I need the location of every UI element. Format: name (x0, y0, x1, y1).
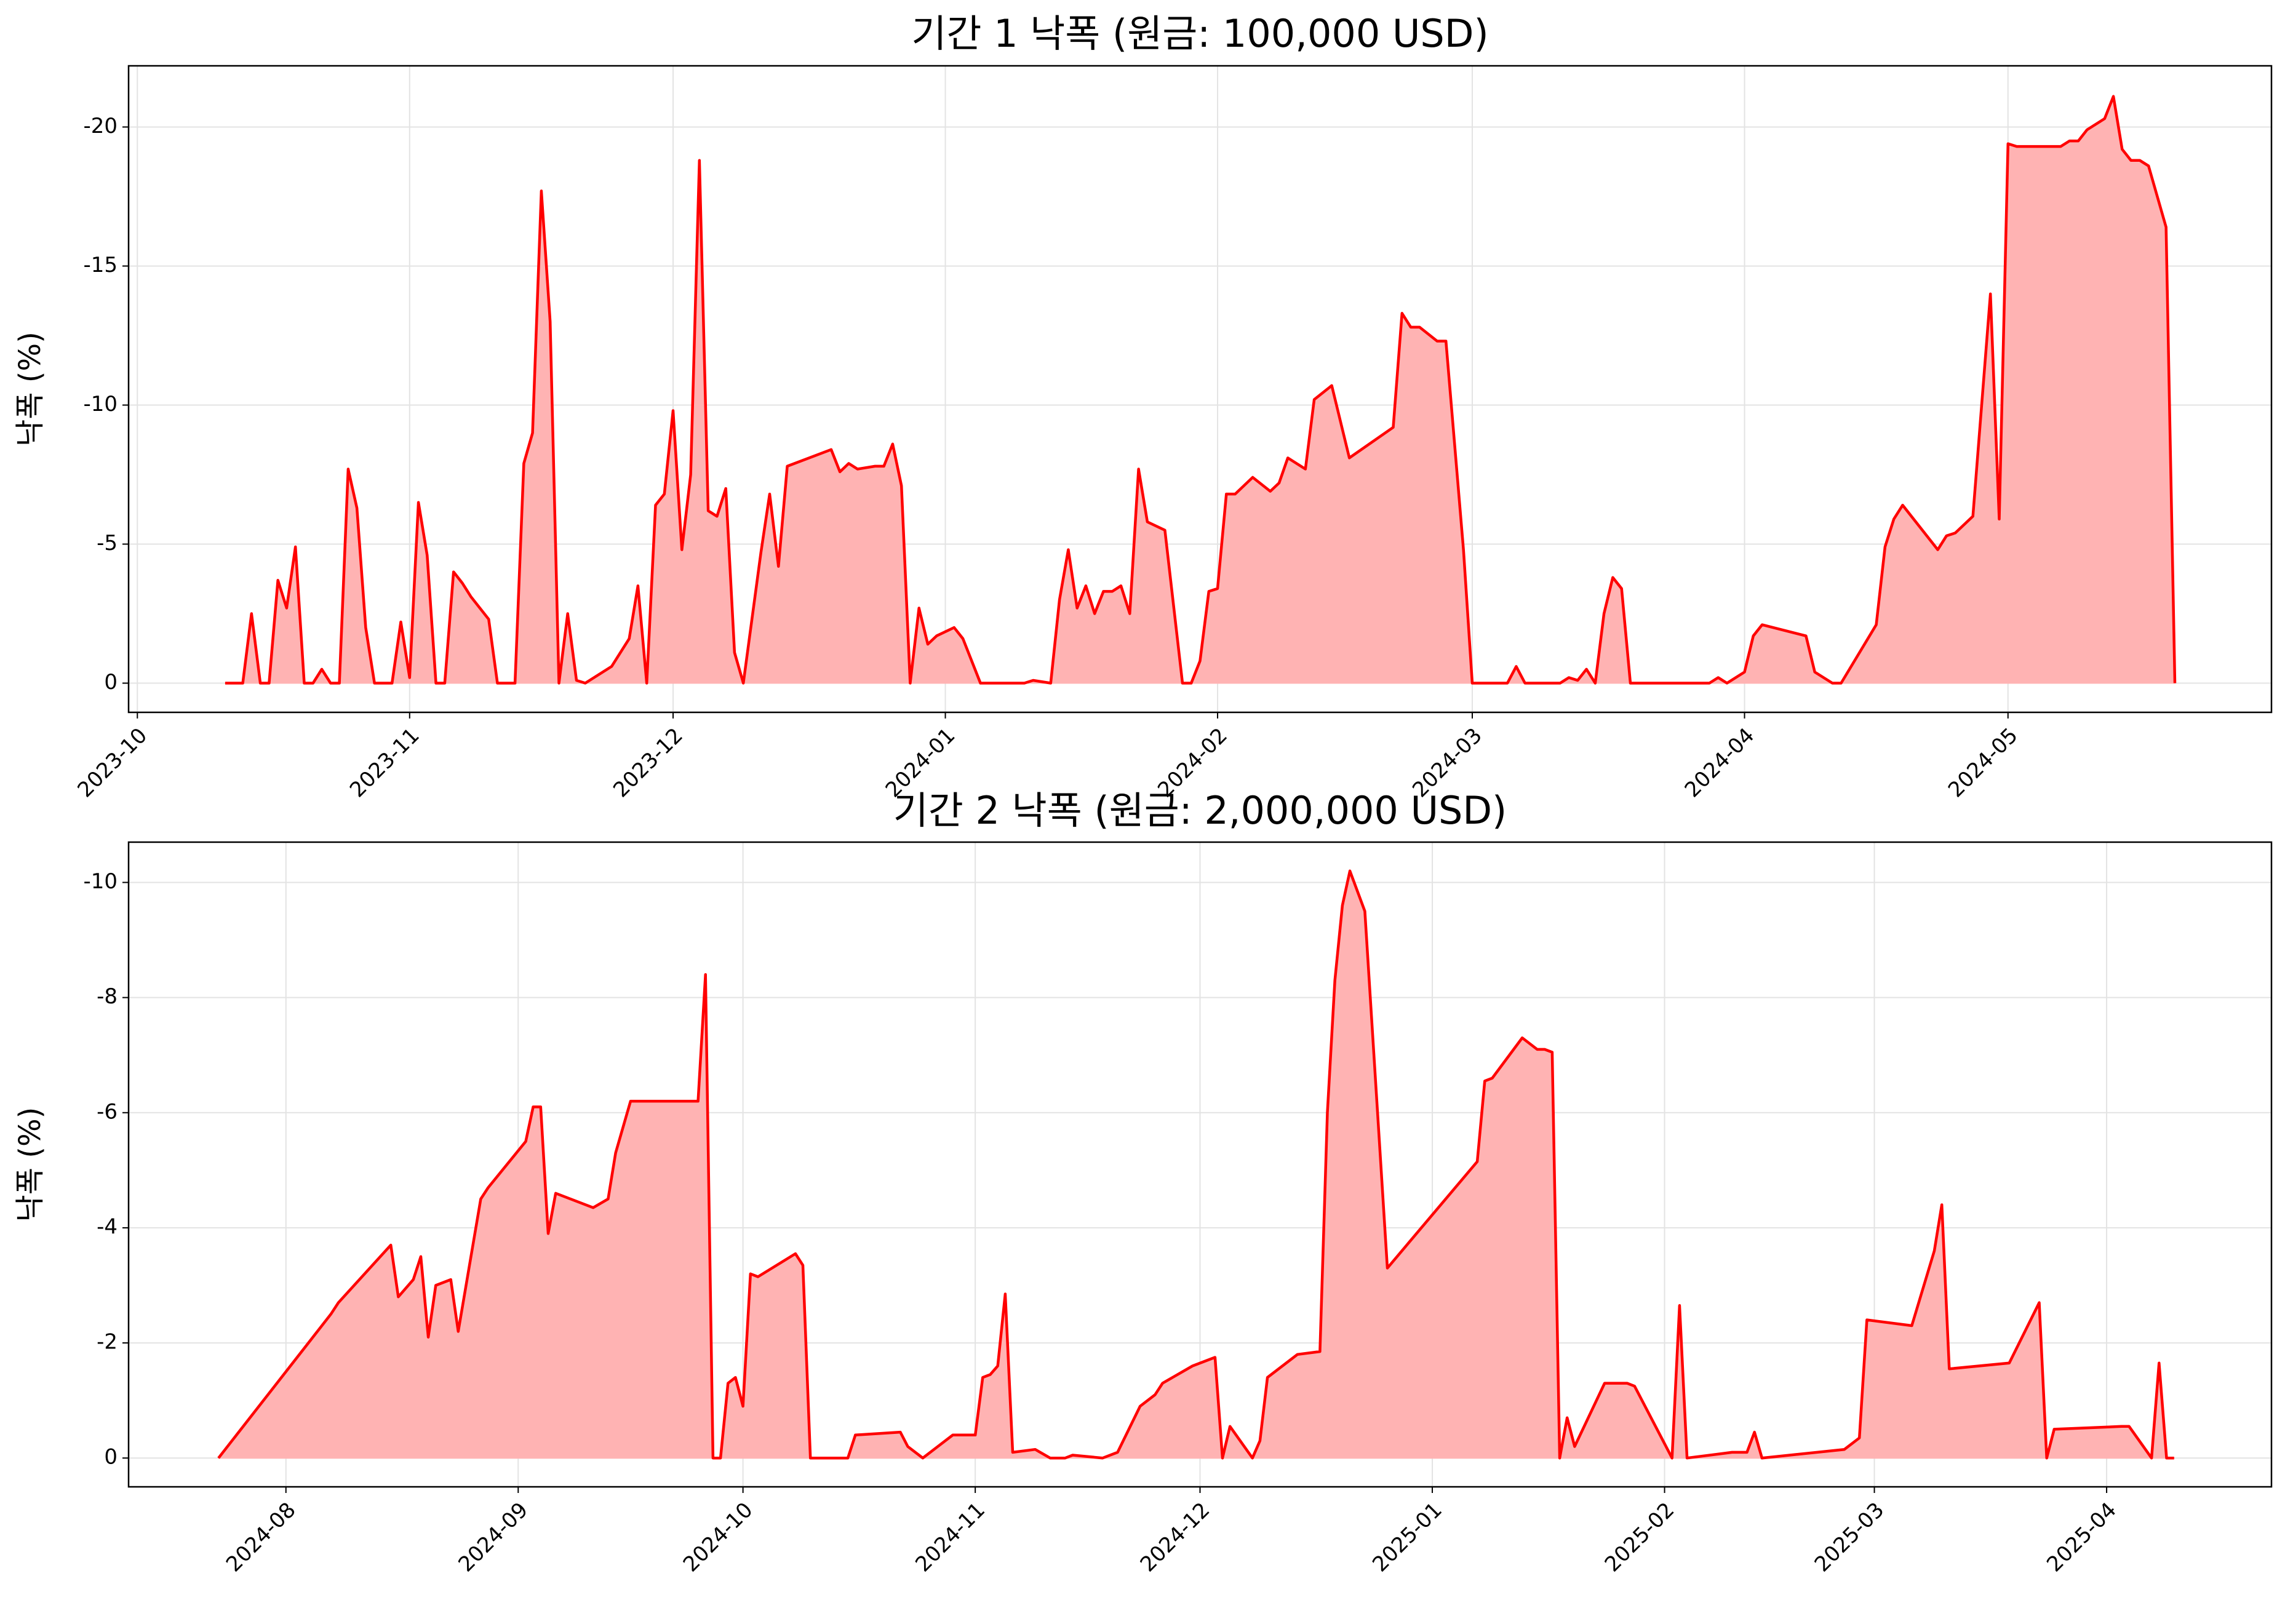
chart-title: 기간 1 낙폭 (원금: 100,000 USD) (911, 11, 1488, 56)
drawdown-line (225, 95, 2177, 685)
y-tick-label: -10 (83, 869, 118, 894)
x-tick-label: 2025-01 (1368, 1498, 1447, 1577)
x-tick-label: 2025-04 (2042, 1498, 2121, 1577)
x-tick-label: 2024-11 (911, 1498, 990, 1577)
y-tick-label: -5 (97, 531, 118, 555)
x-tick-label: 2024-04 (1680, 723, 1760, 803)
x-tick-label: 2025-02 (1600, 1498, 1680, 1577)
area-fill (218, 869, 2175, 1460)
x-tick-label: 2024-10 (679, 1498, 758, 1577)
y-tick-label: -6 (97, 1099, 118, 1124)
y-tick-label: -15 (83, 253, 118, 277)
x-tick-label: 2024-09 (453, 1498, 533, 1577)
y-tick-label: -2 (97, 1330, 118, 1355)
x-tick-label: 2023-12 (608, 723, 688, 803)
drawdown-line (217, 869, 2174, 1460)
y-axis-label: 낙폭 (%) (13, 332, 47, 447)
y-tick-label: -4 (97, 1214, 118, 1239)
x-tick-label: 2024-05 (1944, 723, 2023, 803)
y-tick-label: -8 (97, 984, 118, 1009)
y-tick-label: 0 (104, 1445, 118, 1470)
y-tick-label: -10 (83, 392, 118, 416)
chart-title: 기간 2 낙폭 (원금: 2,000,000 USD) (893, 788, 1507, 833)
x-tick-label: 2023-10 (73, 723, 152, 803)
y-tick-label: 0 (104, 670, 118, 695)
y-tick-label: -20 (83, 114, 118, 138)
x-tick-label: 2024-12 (1136, 1498, 1215, 1577)
x-tick-label: 2025-03 (1810, 1498, 1889, 1577)
plot-frame (127, 65, 2273, 714)
x-tick-label: 2023-11 (345, 723, 425, 803)
plot-frame (127, 841, 2273, 1488)
x-tick-label: 2024-08 (221, 1498, 301, 1577)
y-axis-label: 낙폭 (%) (13, 1107, 47, 1222)
